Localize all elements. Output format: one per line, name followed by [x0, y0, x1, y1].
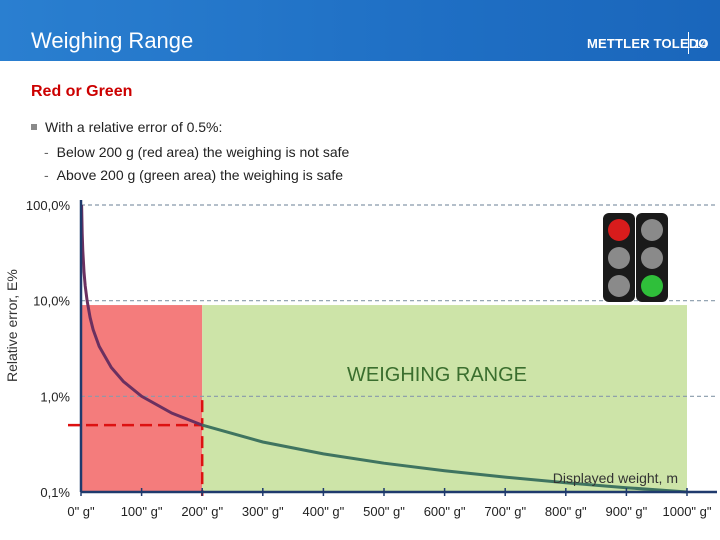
x-tick-label: 200" g" — [181, 504, 223, 519]
slide-title: Weighing Range — [31, 28, 194, 53]
x-tick-label: 500" g" — [363, 504, 405, 519]
bullet-square-icon — [31, 124, 37, 131]
header-divider — [688, 32, 689, 54]
x-tick-label: 800" g" — [545, 504, 587, 519]
lamp-off — [641, 219, 663, 241]
lamp-off — [608, 275, 630, 297]
y-tick-label: 10,0% — [33, 294, 70, 309]
green-lamp-lit — [641, 275, 663, 297]
y-tick-label: 100,0% — [26, 198, 71, 213]
x-axis-label: Displayed weight, m — [553, 470, 678, 486]
x-tick-label: 300" g" — [242, 504, 284, 519]
x-tick-label: 400" g" — [303, 504, 345, 519]
sub-bullet-item: - Above 200 g (green area) the weighing i… — [44, 167, 343, 183]
x-tick-label: 700" g" — [484, 504, 526, 519]
red-lamp-lit — [608, 219, 630, 241]
y-tick-label: 0,1% — [40, 485, 70, 500]
red-region — [81, 305, 203, 492]
x-tick-label: 900" g" — [606, 504, 648, 519]
brand-logo: METTLER TOLEDO — [587, 36, 709, 51]
weighing-range-annotation: WEIGHING RANGE — [347, 364, 527, 386]
green-region — [202, 305, 687, 492]
sub-bullet-text: Above 200 g (green area) the weighing is… — [56, 167, 344, 183]
y-tick-label: 1,0% — [40, 389, 70, 404]
slide-header: Weighing Range METTLER TOLEDO 14 — [0, 0, 720, 61]
lamp-off — [641, 247, 663, 269]
sub-bullet-item: - Below 200 g (red area) the weighing is … — [44, 144, 349, 160]
page-number: 14 — [694, 37, 708, 51]
bullet-text: With a relative error of 0.5%: — [45, 119, 223, 135]
dash-icon: - — [44, 167, 49, 183]
x-tick-label: 600" g" — [424, 504, 466, 519]
error-curve-green-segment — [201, 423, 688, 494]
y-axis-label: Relative error, E% — [4, 269, 20, 382]
slide-subtitle: Red or Green — [31, 83, 133, 100]
dash-icon: - — [44, 144, 49, 160]
x-tick-label: 0" g" — [67, 504, 95, 519]
traffic-light-icon — [603, 213, 668, 302]
bullet-item: With a relative error of 0.5%: — [31, 119, 222, 135]
lamp-off — [608, 247, 630, 269]
x-tick-label: 100" g" — [121, 504, 163, 519]
error-curve-red-segment — [80, 204, 203, 427]
x-tick-label: 1000" g" — [663, 504, 712, 519]
sub-bullet-text: Below 200 g (red area) the weighing is n… — [56, 144, 350, 160]
